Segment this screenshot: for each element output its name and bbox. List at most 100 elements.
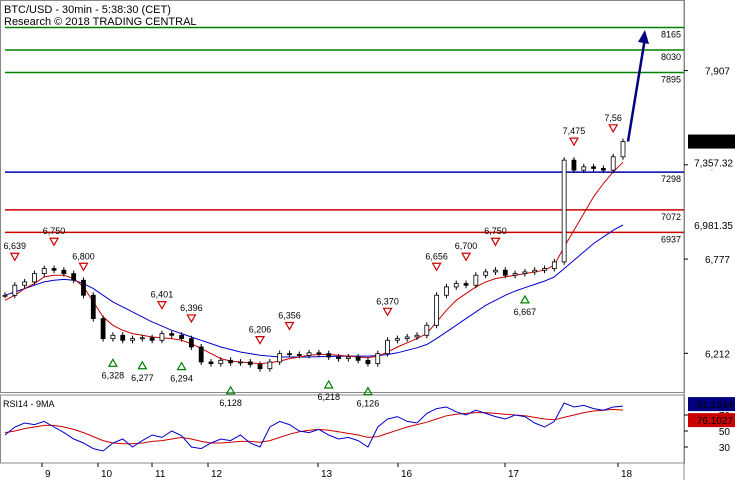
candle [238,361,243,364]
swing-low-label: 6,294 [170,374,193,384]
swing-high-marker [255,336,266,345]
candle [600,168,606,171]
swing-low-marker [225,385,236,395]
swing-high-label: 6,356 [278,310,301,320]
ma-slow-badge-text: 6,981.35 [694,221,733,232]
candle [198,346,204,363]
swing-high-marker [156,301,167,310]
x-tick-label: 16 [401,469,413,480]
price-series [2,30,649,372]
swing-low-label: 6,218 [317,392,340,402]
x-tick-label: 12 [211,469,223,480]
rsi-ma-badge-box [688,413,735,428]
swing-low-marker [323,379,334,389]
swing-low-marker [519,294,530,304]
candle [110,334,116,340]
ma-fast-badge-box [688,155,735,170]
candle [139,337,145,340]
level-label: 8165 [661,30,681,40]
candle [355,356,361,361]
swing-high-marker [284,321,295,331]
candle [414,334,420,338]
swing-high-label: 6,206 [249,325,272,335]
swing-high-label: 6,639 [4,241,27,251]
candle [336,356,341,360]
candle [385,339,390,355]
x-tick-label: 10 [101,469,113,480]
candle [424,324,430,336]
candle [591,166,596,169]
y-tick-label: 6,777 [705,255,730,266]
swing-high-marker [608,124,619,134]
current-price-badge-text: 7,481.5 [700,138,734,149]
moving-averages [4,161,624,365]
candle [287,353,292,356]
swing-low-label: 6,126 [357,399,380,409]
x-tick-label: 18 [621,469,633,480]
candle [71,273,77,281]
swing-low-label: 6,277 [131,373,154,383]
swing-low-marker [362,386,373,396]
candle [306,352,312,356]
swing-high-marker [382,307,393,317]
candle [188,338,194,348]
candle [394,338,400,341]
rsi-ma-line [4,408,624,445]
ma-slow-line [4,224,624,358]
candle [208,361,214,365]
chart-copyright: Research © 2018 TRADING CENTRAL [4,16,197,28]
ma-fast-badge-text: 7,357.32 [694,158,733,169]
level-label: 6937 [661,234,681,244]
current-price-badge-box [688,134,735,149]
candle [444,286,449,296]
horizontal-levels: 8165 8030 7895 7298 7072 6937 [5,26,684,244]
ma-slow-badge-box [688,217,735,232]
candle [12,284,18,296]
swing-high-label: 6,401 [151,290,174,300]
candle [463,283,469,286]
candle [542,268,547,271]
swing-high-label: 6,750 [43,226,66,236]
candle [561,159,567,263]
candle [296,354,302,356]
candle [453,283,459,288]
y-tick-label: 7,907 [705,67,730,78]
candle [22,281,28,286]
candle [277,353,283,363]
level-label: 7298 [661,174,681,184]
swing-high-label: 6,800 [72,251,95,261]
chart-title: BTC/USD - 30min - 5:38:30 (CET) [4,4,171,16]
candle [326,353,332,358]
candle [257,364,263,370]
candle [51,268,57,271]
candle [61,269,67,274]
swing-high-marker [490,237,501,247]
ma-fast-line [4,161,624,365]
rsi-tick-label: 30 [719,443,731,454]
swing-low-label: 6,328 [102,370,125,380]
projection-arrow-shaft [626,37,647,142]
swing-low-marker [176,361,187,371]
candle [434,294,440,326]
candle [473,274,479,286]
candle [620,141,626,158]
candle [32,273,37,283]
candle [149,337,155,341]
candle [551,261,557,269]
swing-high-label: 6,750 [484,226,507,236]
candle [532,269,538,273]
candle [483,271,489,276]
candle [345,356,351,360]
swing-high-label: 7,56 [604,113,622,123]
candle [120,334,126,341]
rsi-panel-frame [0,394,685,464]
candle [159,333,165,341]
swing-high-marker [78,262,89,272]
candle [610,156,616,171]
swing-high-label: 6,700 [455,241,478,251]
candle [522,271,528,274]
x-axis: 9 10 11 12 13 16 17 18 [0,462,684,480]
swing-high-label: 7,475 [563,126,586,136]
